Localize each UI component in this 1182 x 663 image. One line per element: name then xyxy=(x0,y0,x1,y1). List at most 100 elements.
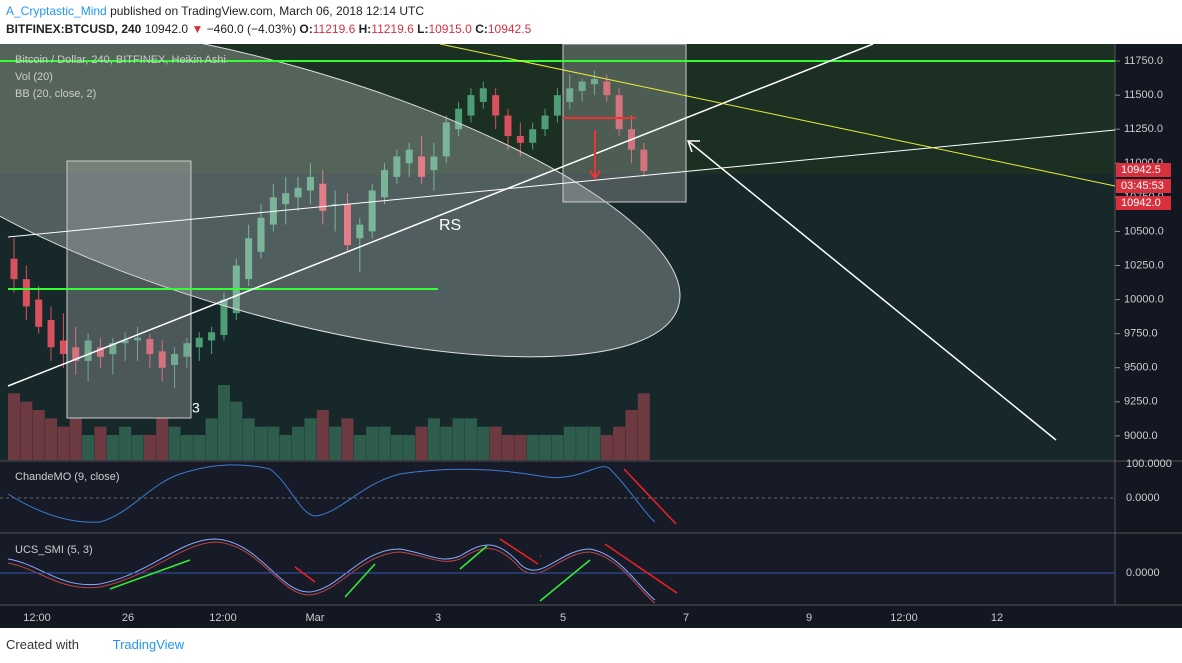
volume-bar xyxy=(156,418,169,460)
volume-bar xyxy=(440,426,453,460)
volume-bar xyxy=(637,393,650,460)
volume-bar xyxy=(131,435,144,460)
published: published on TradingView.com, March 06, … xyxy=(110,4,425,18)
volume-bar xyxy=(452,418,465,460)
volume-bar xyxy=(625,410,638,460)
chart: Bitcoin / Dollar, 240, BITFINEX, Heikin … xyxy=(0,44,1182,628)
volume-bar xyxy=(588,426,601,460)
volume-bar xyxy=(180,435,193,460)
volume-bar xyxy=(45,418,58,460)
indicator: Vol (20) xyxy=(15,71,53,83)
candle-body xyxy=(294,187,302,198)
x-tick-label: Mar xyxy=(306,612,325,624)
trendline xyxy=(439,44,1116,187)
candle-body xyxy=(22,279,30,307)
candle-body xyxy=(282,193,290,205)
arrows xyxy=(294,538,678,594)
candle-body xyxy=(603,81,611,96)
volume-bar xyxy=(267,426,280,460)
candle-body xyxy=(381,170,388,198)
candle-body xyxy=(418,156,426,177)
candle-body xyxy=(430,156,438,171)
down-icon: ▼ xyxy=(191,22,204,36)
x-tick-label: 3 xyxy=(435,612,441,624)
candle-body xyxy=(516,136,524,143)
y-tick-label: 9750.0 xyxy=(1124,328,1158,340)
symbol: BITFINEX:BTCUSD, 240 xyxy=(6,22,142,36)
candle-body xyxy=(479,88,487,102)
candle-body xyxy=(59,340,67,355)
x-tick-label: 26 xyxy=(122,612,134,624)
arrows xyxy=(109,545,591,602)
author[interactable]: A_Cryptastic_Mind xyxy=(6,4,107,18)
created: Created with xyxy=(6,637,79,652)
y-tick-label: 11500.0 xyxy=(1124,89,1163,101)
volume-bar xyxy=(477,426,490,460)
volume-bar xyxy=(464,418,477,460)
volume-bar xyxy=(489,426,502,460)
brand[interactable]: TradingView xyxy=(112,637,185,652)
candle-body xyxy=(109,343,117,355)
candle-body xyxy=(541,115,549,130)
candle-body xyxy=(183,343,191,357)
volume-bar xyxy=(304,418,317,460)
volume-bar xyxy=(82,435,95,460)
cmo-title: ChandeMO (9, close) xyxy=(15,471,120,483)
volume-bar xyxy=(8,393,20,460)
red-arrow-head xyxy=(589,170,601,180)
candle-body xyxy=(504,115,512,137)
volume-bar xyxy=(143,435,156,460)
candles xyxy=(10,70,648,389)
y-tick-label: 11250.0 xyxy=(1124,123,1163,135)
h-label: H: xyxy=(358,22,372,36)
cmo-tick: 100.0000 xyxy=(1126,458,1172,470)
x-tick-label: 7 xyxy=(683,612,689,624)
volume-bar xyxy=(600,435,613,460)
y-tick-label: 10000.0 xyxy=(1124,293,1164,305)
volume-bar xyxy=(378,426,391,460)
volume-bar xyxy=(279,435,292,460)
smi-pane xyxy=(0,534,1115,605)
volume-bar xyxy=(539,435,552,460)
trendline xyxy=(7,129,1116,238)
x-tick-label: 12:00 xyxy=(209,612,237,624)
candle-body xyxy=(615,95,623,130)
candle-body xyxy=(47,320,55,348)
volume-bar xyxy=(341,418,354,460)
volume-bar xyxy=(390,435,403,460)
volume-bar xyxy=(32,410,45,460)
candle-body xyxy=(566,88,574,102)
y-tick-label: 9000.0 xyxy=(1124,430,1158,442)
volume-bar xyxy=(230,401,243,460)
volume-bar xyxy=(20,401,33,460)
arrow xyxy=(623,468,677,525)
arrow-head xyxy=(686,140,700,153)
price-tag: 03:45:53 xyxy=(1121,180,1164,192)
candle-body xyxy=(467,95,475,116)
candle-body xyxy=(356,224,364,239)
candle-body xyxy=(195,337,203,348)
y-tick-label: 9250.0 xyxy=(1124,396,1158,408)
cmo-line xyxy=(7,464,656,523)
volume-bar xyxy=(292,426,305,460)
h: 11219.6 xyxy=(371,22,414,36)
volume-bar xyxy=(106,435,119,460)
y-tick-label: 10250.0 xyxy=(1124,259,1164,271)
candle-body xyxy=(257,217,265,252)
x-tick-label: 12 xyxy=(991,612,1003,624)
price-tag-bg xyxy=(1116,179,1171,193)
cmo-tick: 0.0000 xyxy=(1126,492,1160,504)
candle-body xyxy=(72,347,80,361)
candle-body xyxy=(640,149,648,172)
candle-body xyxy=(343,204,351,246)
header: A_Cryptastic_Mind published on TradingVi… xyxy=(0,0,1182,44)
volume-bar xyxy=(316,410,329,460)
candle-body xyxy=(393,156,401,177)
smi-title: UCS_SMI (5, 3) xyxy=(15,544,93,556)
price-tag-bg xyxy=(1116,196,1171,210)
volume-bar xyxy=(613,426,626,460)
volume xyxy=(8,385,650,460)
candle-body xyxy=(529,129,537,143)
box xyxy=(562,44,687,203)
